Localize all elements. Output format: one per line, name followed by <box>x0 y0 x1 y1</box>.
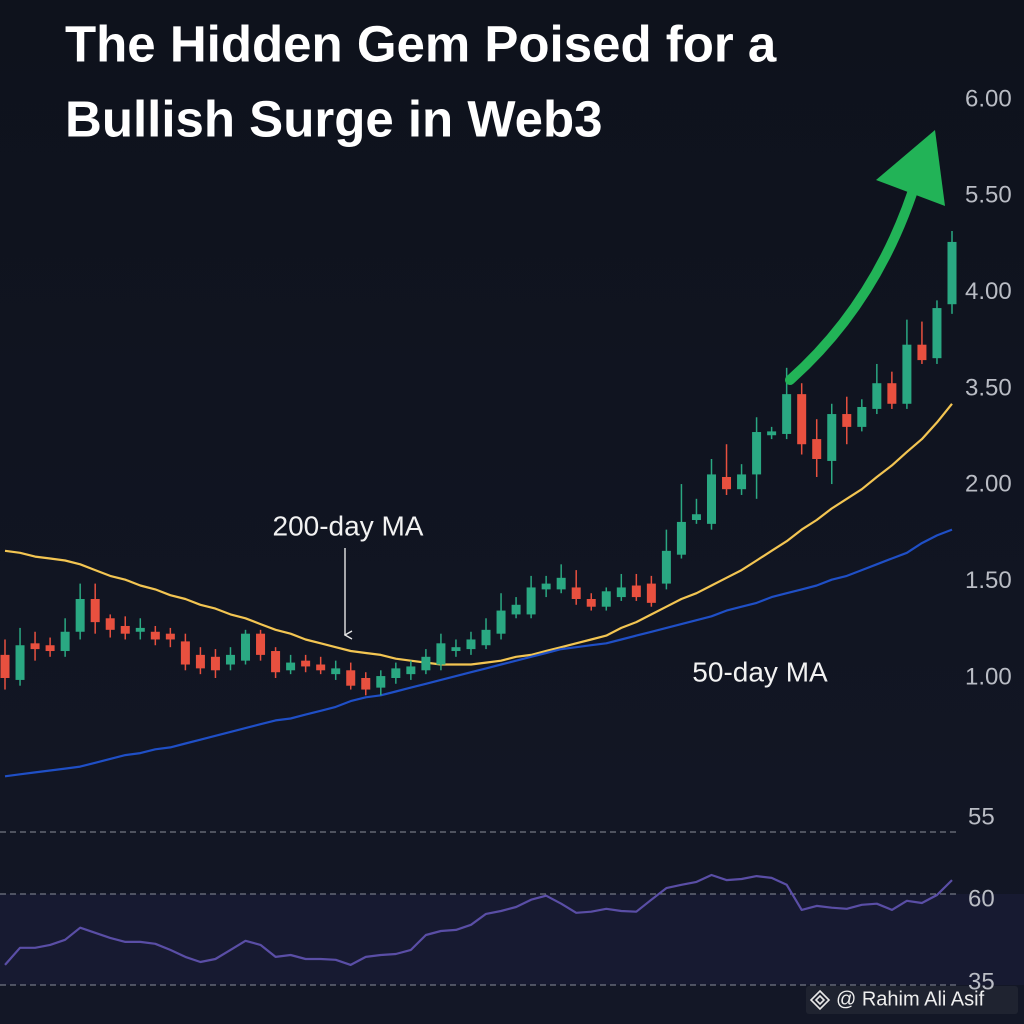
candle-body <box>842 414 852 427</box>
candle-body <box>481 629 491 646</box>
candle-body <box>752 432 762 475</box>
candle-body <box>872 383 882 409</box>
candle-body <box>541 583 551 590</box>
candle-body <box>797 394 807 445</box>
candle-body <box>376 676 386 688</box>
candle-body <box>90 599 100 623</box>
annotation-label: 200-day MA <box>273 510 424 541</box>
watermark: @ Rahim Ali Asif <box>806 986 1018 1014</box>
candle-body <box>601 591 611 607</box>
candle-body <box>210 656 220 671</box>
candle-body <box>947 241 957 305</box>
candle-body <box>165 633 175 640</box>
line-series <box>4 528 953 778</box>
candle-body <box>286 662 296 671</box>
candle-body <box>45 645 55 652</box>
candle-body <box>691 514 701 521</box>
candle-body <box>60 631 70 652</box>
candle-body <box>932 308 942 359</box>
candle-body <box>241 633 251 661</box>
candle-body <box>706 474 716 524</box>
candle-body <box>887 383 897 404</box>
candle-body <box>782 394 792 434</box>
trend-arrow-head <box>876 130 945 206</box>
candle-body <box>722 476 732 490</box>
candle-body <box>225 654 235 665</box>
candle-body <box>511 604 521 615</box>
candle-body <box>30 643 40 650</box>
chart-title: The Hidden Gem Poised for a <box>65 15 777 72</box>
y-tick-label: 55 <box>968 803 995 830</box>
candle-body <box>857 406 867 427</box>
candle-body <box>271 651 281 673</box>
price-panel <box>0 231 957 778</box>
watermark-text: @ Rahim Ali Asif <box>836 988 985 1010</box>
candle-body <box>526 587 536 615</box>
y-tick-label: 35 <box>968 968 995 995</box>
candle-body <box>451 647 461 652</box>
candle-body <box>406 666 416 675</box>
candle-body <box>556 577 566 590</box>
candle-body <box>15 645 25 680</box>
candle-body <box>586 599 596 607</box>
candle-body <box>0 654 10 678</box>
candle-body <box>105 618 115 630</box>
candle-body <box>436 643 446 665</box>
candle-body <box>737 474 747 490</box>
rsi-panel <box>0 831 958 986</box>
candle-body <box>902 344 912 404</box>
candle-body <box>346 670 356 686</box>
candle-body <box>75 599 85 632</box>
candle-body <box>256 633 266 655</box>
candle-body <box>466 639 476 650</box>
y-tick-label: 4.00 <box>965 278 1012 305</box>
candle-body <box>917 344 927 361</box>
candle-body <box>180 641 190 665</box>
candle-body <box>301 660 311 667</box>
line-series <box>4 873 953 966</box>
candle-body <box>331 668 341 675</box>
watermark-bg <box>806 986 1018 1014</box>
y-tick-label: 1.50 <box>965 567 1012 594</box>
candle-body <box>661 550 671 584</box>
candle-body <box>616 587 626 598</box>
candle-body <box>676 521 686 555</box>
line-series <box>4 403 953 666</box>
y-tick-label: 1.00 <box>965 663 1012 690</box>
candle-body <box>195 654 205 669</box>
y-tick-label: 3.50 <box>965 374 1012 401</box>
candle-body <box>646 583 656 603</box>
candle-body <box>631 585 641 598</box>
candle-body <box>827 414 837 461</box>
candle-body <box>120 625 130 634</box>
y-tick-label: 5.50 <box>965 182 1012 209</box>
candle-body <box>571 587 581 600</box>
candle-body <box>496 610 506 634</box>
trend-arrow <box>785 170 923 385</box>
candle-body <box>767 431 777 436</box>
y-tick-label: 2.00 <box>965 471 1012 498</box>
watermark-icon <box>809 989 831 1011</box>
candle-body <box>421 656 431 671</box>
candle-body <box>812 439 822 460</box>
y-tick-label: 60 <box>968 885 995 912</box>
chart-title: Bullish Surge in Web3 <box>65 90 602 147</box>
y-tick-label: 6.00 <box>965 85 1012 112</box>
annotation-label: 50-day MA <box>692 656 828 687</box>
candle-body <box>150 631 160 640</box>
candle-body <box>361 678 371 690</box>
candle-body <box>391 668 401 678</box>
moving-averages <box>4 403 953 778</box>
candle-body <box>135 627 145 632</box>
candle-body <box>316 664 326 671</box>
